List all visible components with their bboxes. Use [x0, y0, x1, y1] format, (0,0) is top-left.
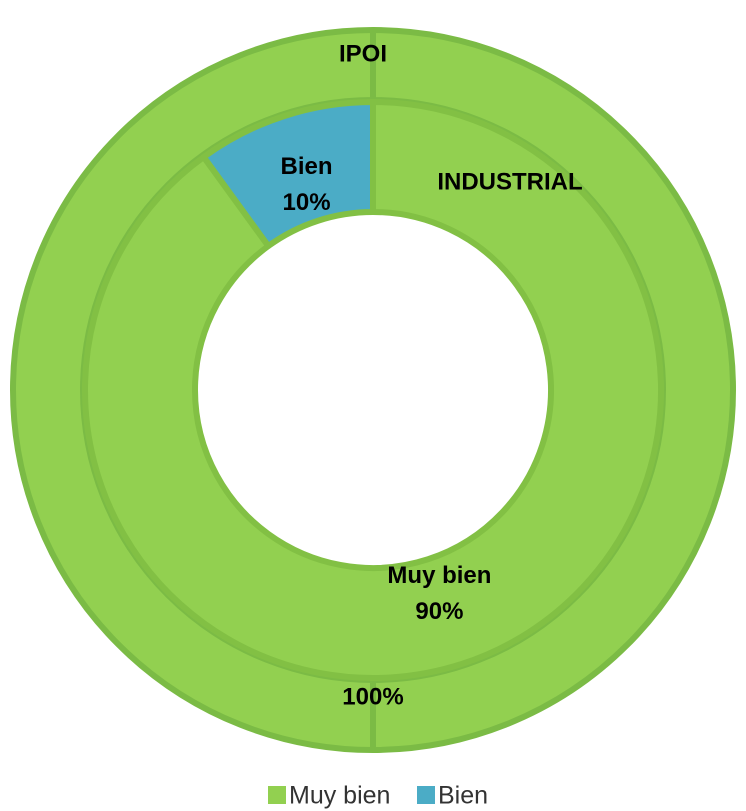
legend-swatch [417, 786, 435, 804]
data-label-category: Muy bien [387, 562, 491, 589]
ring-name: INDUSTRIAL [437, 168, 582, 195]
donut-segment [200, 99, 376, 249]
data-label: 10% [283, 189, 331, 216]
legend-label: Muy bien [289, 782, 390, 810]
data-label: 100% [342, 683, 403, 710]
donut-segment [82, 99, 664, 681]
data-label: 90% [415, 598, 463, 625]
legend-label: Bien [438, 782, 488, 810]
data-label-category: Bien [281, 153, 333, 180]
legend-swatch [268, 786, 286, 804]
ring-name: IPOI [339, 40, 387, 67]
